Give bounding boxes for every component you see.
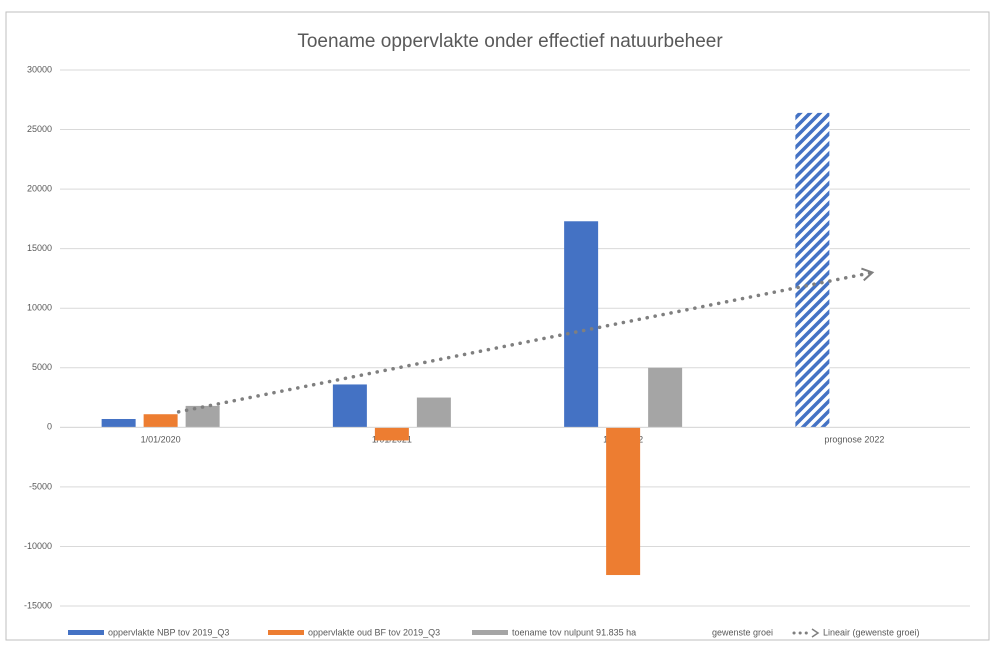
legend-label: gewenste groei bbox=[712, 627, 773, 637]
bar bbox=[606, 427, 641, 576]
legend-swatch bbox=[268, 630, 304, 635]
y-tick-label: 30000 bbox=[27, 64, 52, 74]
y-tick-label: 5000 bbox=[32, 362, 52, 372]
legend-swatch bbox=[68, 630, 104, 635]
trendline-arrow bbox=[861, 267, 875, 282]
y-tick-label: 0 bbox=[47, 422, 52, 432]
bar bbox=[332, 384, 367, 428]
chart-border bbox=[5, 11, 990, 641]
y-tick-label: -5000 bbox=[29, 481, 52, 491]
bar bbox=[185, 405, 220, 428]
y-tick-label: 15000 bbox=[27, 243, 52, 253]
y-tick-label: -10000 bbox=[24, 541, 52, 551]
bar bbox=[564, 221, 599, 428]
legend-swatch bbox=[472, 630, 508, 635]
bar bbox=[101, 418, 136, 428]
trendline bbox=[176, 270, 875, 414]
legend-label: oppervlakte oud BF tov 2019_Q3 bbox=[308, 627, 440, 637]
bar bbox=[648, 367, 683, 428]
bar bbox=[416, 397, 451, 428]
bar bbox=[795, 112, 830, 428]
x-tick-label: prognose 2022 bbox=[824, 435, 884, 445]
bar bbox=[143, 414, 178, 428]
chart-title: Toename oppervlakte onder effectief natu… bbox=[297, 31, 723, 52]
legend-label: oppervlakte NBP tov 2019_Q3 bbox=[108, 627, 229, 637]
legend-trend-arrow bbox=[811, 628, 820, 638]
y-tick-label: -15000 bbox=[24, 600, 52, 610]
legend-label: toename tov nulpunt 91.835 ha bbox=[512, 627, 636, 637]
y-tick-label: 20000 bbox=[27, 183, 52, 193]
legend-label: Lineair (gewenste groei) bbox=[823, 627, 920, 637]
bar bbox=[374, 427, 409, 441]
x-tick-label: 1/01/2020 bbox=[141, 435, 181, 445]
y-tick-label: 10000 bbox=[27, 303, 52, 313]
y-tick-label: 25000 bbox=[27, 124, 52, 134]
